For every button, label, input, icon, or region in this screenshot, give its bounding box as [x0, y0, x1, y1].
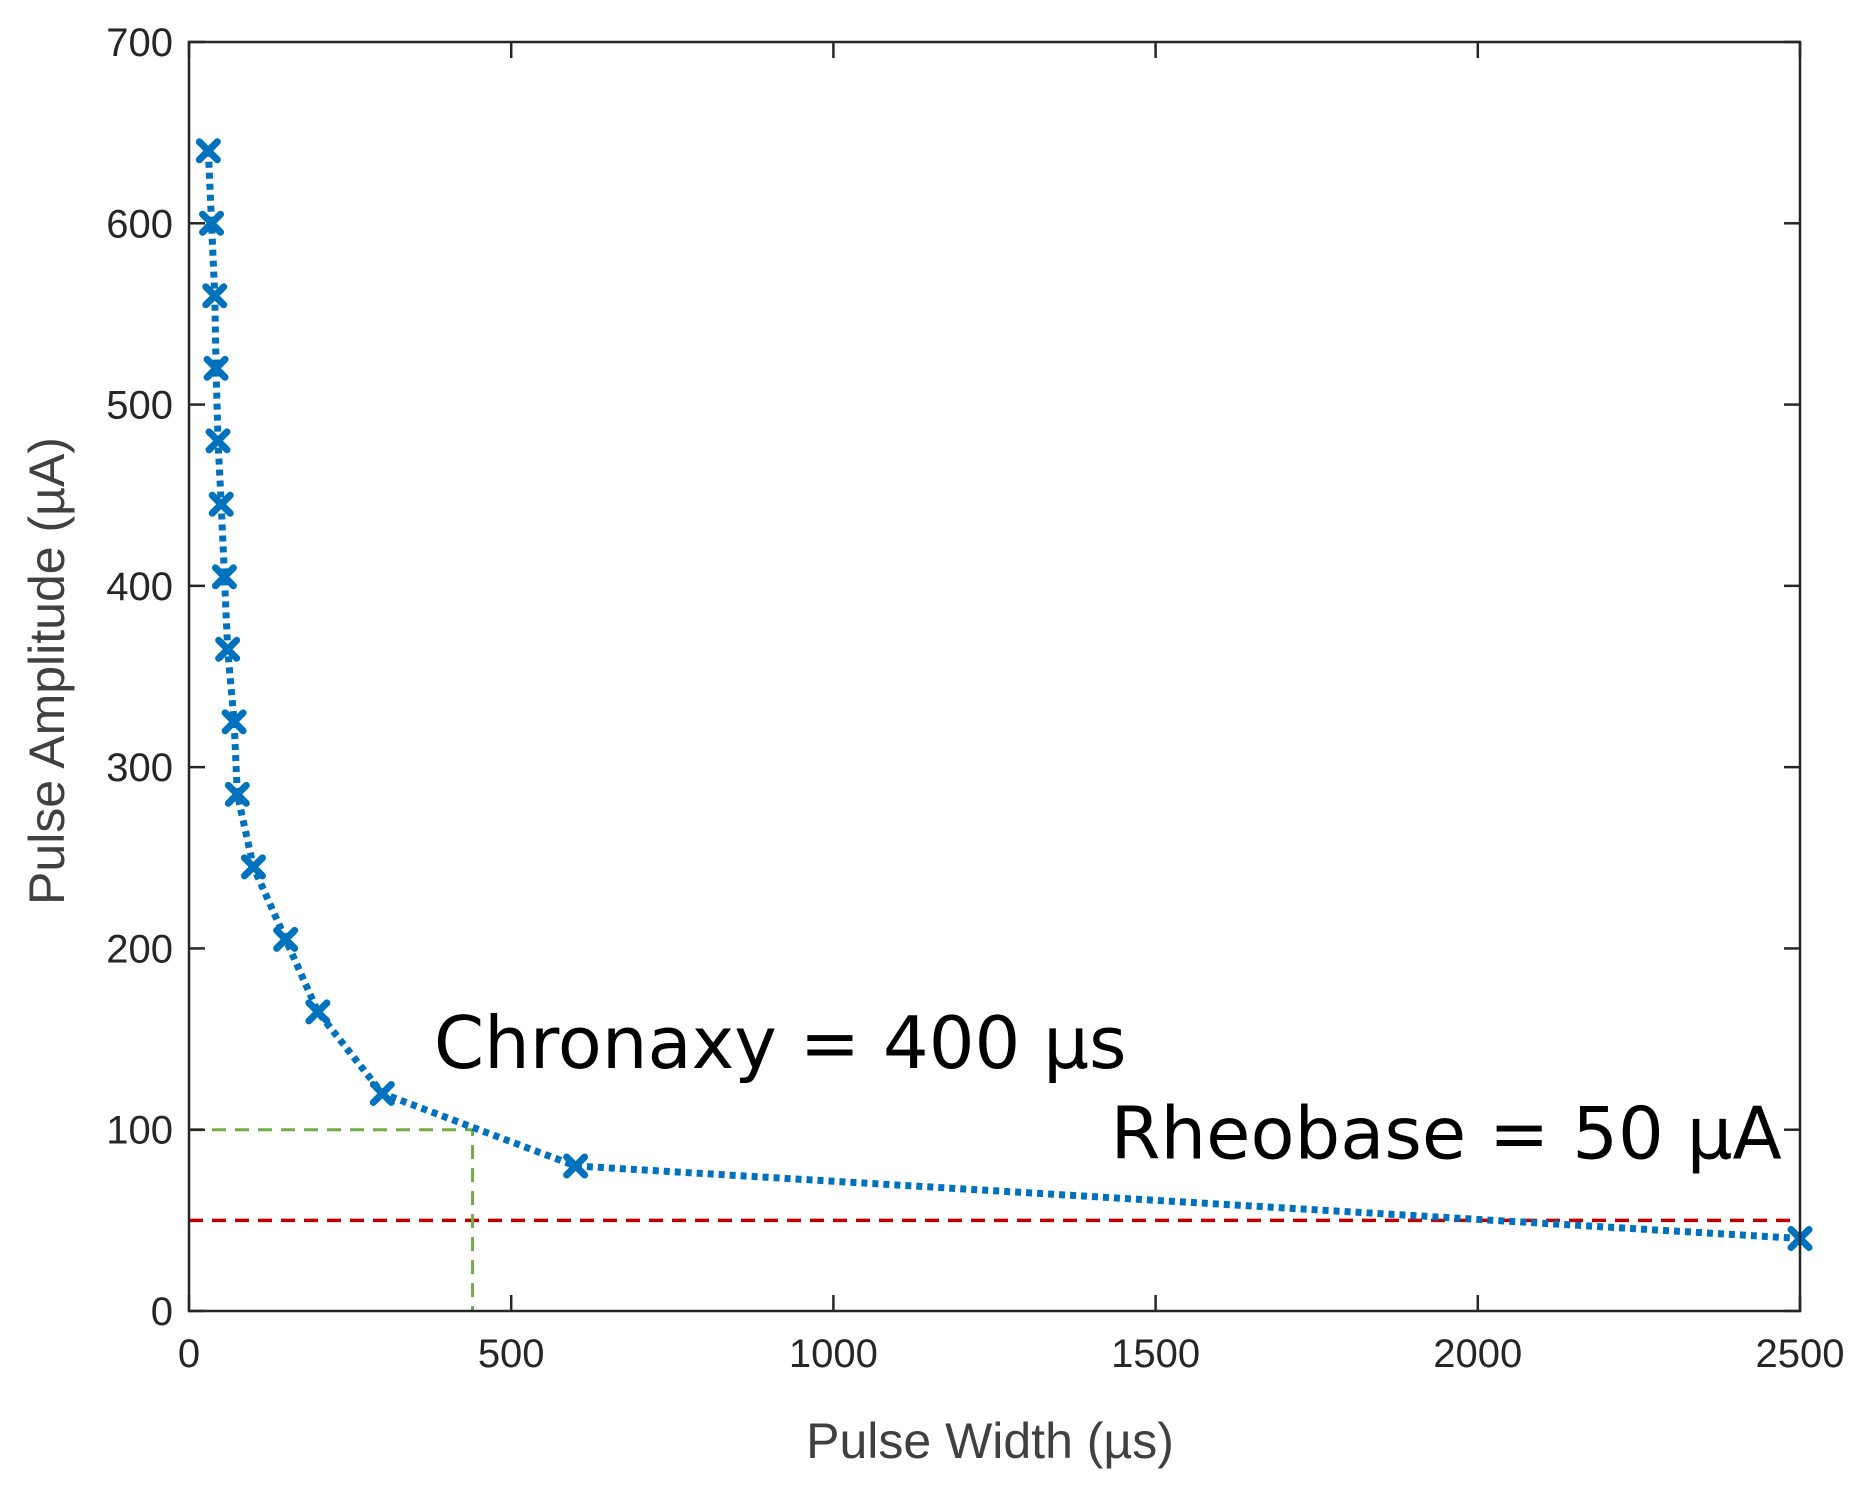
- x-tick-label: 500: [478, 1332, 545, 1376]
- x-tick-label: 0: [178, 1332, 200, 1376]
- x-tick-label: 1000: [789, 1332, 878, 1376]
- data-point-marker: [205, 428, 231, 454]
- data-point-marker: [195, 138, 221, 164]
- marker-stroke: [195, 138, 221, 164]
- marker-stroke: [563, 1153, 589, 1179]
- data-point-marker: [305, 999, 331, 1025]
- data-point-marker: [199, 210, 225, 236]
- axes: [187, 40, 1802, 1313]
- tick-labels: 0 500 1000 1500 2000 2500 0 100 200 300 400 500 600 7…: [106, 21, 1844, 1376]
- data-point-marker: [224, 781, 250, 807]
- y-tick-label: 500: [106, 384, 173, 428]
- data-point-marker: [273, 926, 299, 952]
- marker-stroke: [305, 999, 331, 1025]
- y-tick-label: 200: [106, 927, 173, 971]
- y-tick-label: 700: [106, 21, 173, 65]
- marker-stroke: [273, 926, 299, 952]
- data-point-marker: [202, 283, 228, 309]
- y-tick-label: 100: [106, 1109, 173, 1153]
- marker-stroke: [208, 491, 234, 517]
- y-tick-label: 400: [106, 565, 173, 609]
- marker-stroke: [221, 709, 247, 735]
- series-line: [204, 150, 1801, 1242]
- marker-stroke: [224, 781, 250, 807]
- x-tick-label: 2500: [1756, 1332, 1845, 1376]
- data-point-marker: [563, 1153, 589, 1179]
- marker-stroke: [203, 355, 229, 381]
- axes-box: [187, 40, 1802, 1313]
- data-point-marker: [208, 491, 234, 517]
- marker-stroke: [199, 210, 225, 236]
- y-tick-label: 300: [106, 746, 173, 790]
- x-axis-title: Pulse Width (µs): [806, 1413, 1174, 1469]
- marker-stroke: [369, 1080, 395, 1106]
- y-tick-label: 600: [106, 202, 173, 246]
- data-point-marker: [240, 854, 266, 880]
- data-point-marker: [211, 564, 237, 590]
- marker-stroke: [205, 428, 231, 454]
- data-point-marker: [221, 709, 247, 735]
- marker-stroke: [202, 283, 228, 309]
- marker-stroke: [240, 854, 266, 880]
- x-tick-label: 1500: [1111, 1332, 1200, 1376]
- data-point-marker: [203, 355, 229, 381]
- y-tick-label: 0: [151, 1290, 173, 1334]
- x-tick-label: 2000: [1433, 1332, 1522, 1376]
- data-point-marker: [215, 636, 241, 662]
- y-axis-title: Pulse Amplitude (µA): [19, 437, 75, 905]
- data-series: [195, 138, 1813, 1251]
- data-point-marker: [369, 1080, 395, 1106]
- chronaxy-annotation: Chronaxy = 400 µs: [434, 1001, 1127, 1085]
- rheobase-annotation: Rheobase = 50 µA: [1110, 1092, 1781, 1176]
- marker-stroke: [215, 636, 241, 662]
- marker-stroke: [211, 564, 237, 590]
